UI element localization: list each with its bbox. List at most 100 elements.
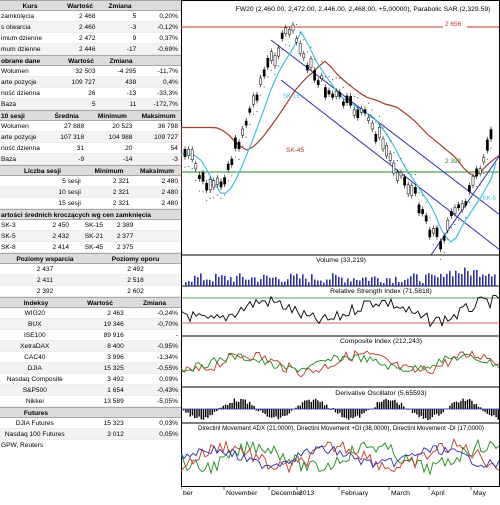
derivative-bar (319, 402, 320, 409)
derivative-bar (185, 409, 186, 413)
table-cell: -3 (135, 154, 181, 164)
volume-bar (224, 276, 226, 286)
derivative-bar (212, 409, 213, 415)
table-cell: Baza (0, 154, 43, 164)
column-header: Maksimum (133, 166, 181, 175)
volume-bar (293, 275, 295, 286)
panel-title-derivative: Derivative Oscillator (5,65593) (335, 390, 426, 397)
volume-bar (377, 278, 379, 286)
sar-dot (228, 180, 229, 181)
candle-body (234, 138, 236, 148)
column-header: Futures (0, 408, 72, 417)
derivative-bar (337, 409, 338, 414)
candle-body (195, 164, 197, 169)
candle-body (191, 149, 193, 159)
volume-bar (428, 273, 430, 286)
derivative-bar (423, 409, 424, 419)
derivative-bar (381, 402, 382, 409)
derivative-bar (454, 402, 455, 409)
volume-bar (470, 276, 472, 286)
volume-bar (365, 277, 367, 286)
volume-bar (188, 281, 190, 286)
derivative-bar (487, 409, 488, 414)
volume-bar (287, 279, 289, 286)
volume-bar (464, 268, 466, 286)
column-header: Zmiana (101, 56, 141, 65)
sar-dot (433, 244, 434, 245)
volume-bar (209, 280, 211, 286)
sar-dot (328, 76, 329, 77)
sar-dot (296, 24, 297, 25)
sar-dot (426, 202, 427, 203)
trend-channel-upper (271, 40, 500, 215)
derivative-bar (352, 409, 353, 418)
volume-bar (194, 276, 196, 286)
candle-body (454, 207, 456, 213)
table-cell: 5 (98, 11, 139, 21)
table-cell: -0,70% (127, 319, 181, 329)
candle-body (296, 39, 298, 43)
derivative-bar (493, 409, 494, 415)
table-cell: Wolumen (0, 66, 58, 76)
volume-bar (311, 274, 313, 286)
column-header: Zmiana (100, 1, 140, 10)
derivative-bar (192, 409, 193, 416)
table-cell: 0,4% (139, 77, 181, 87)
derivative-bar (209, 409, 210, 415)
candle-body (432, 229, 434, 233)
column-header: Wartość (61, 56, 101, 65)
table-cell: - (127, 330, 181, 340)
table-cell: 2 472 (58, 33, 99, 43)
derivative-bar (438, 409, 439, 416)
table-cell: 26 (58, 88, 99, 98)
table-cell: 15 323 (70, 418, 127, 428)
volume-bar (389, 278, 391, 286)
table-cell: WIG20 (0, 308, 70, 318)
candle-body (371, 123, 373, 129)
candle-body (465, 201, 467, 205)
volume-bar (374, 276, 376, 286)
derivative-bar (412, 409, 413, 413)
table-cell: arte pozycje (0, 77, 58, 87)
volume-bar (299, 279, 301, 286)
candle-body (375, 134, 377, 141)
sar-dot (483, 173, 484, 174)
x-tick-label: April (431, 490, 445, 497)
table-cell: SK-21 (72, 231, 116, 241)
candle-body (238, 142, 240, 149)
volume-bar (215, 274, 217, 286)
volume-bar (338, 277, 340, 286)
table-cell: -14 (87, 154, 135, 164)
derivative-bar (302, 402, 303, 409)
candle-body (339, 92, 341, 96)
candle-body (231, 159, 233, 165)
table-cell: 2 480 (132, 198, 181, 208)
column-header: Kurs (0, 1, 60, 10)
sar-dot (184, 166, 185, 167)
sar-dot (400, 158, 401, 159)
sar-dot (217, 195, 218, 196)
sar-dot (364, 95, 365, 96)
volume-bar (308, 282, 310, 286)
volume-bar (485, 276, 487, 286)
table-cell: 27 888 (43, 121, 88, 131)
sar-dot (238, 159, 239, 160)
derivative-bar (238, 402, 239, 409)
candle-body (299, 43, 301, 53)
sar-dot (307, 51, 308, 52)
candle-body (411, 185, 413, 195)
sar-dot (411, 174, 412, 175)
derivative-bar (458, 403, 459, 410)
sar-dot (285, 44, 286, 45)
candle-body (479, 169, 481, 174)
derivative-bar (451, 403, 452, 409)
sar-dot (325, 76, 326, 77)
candle-body (198, 175, 200, 179)
